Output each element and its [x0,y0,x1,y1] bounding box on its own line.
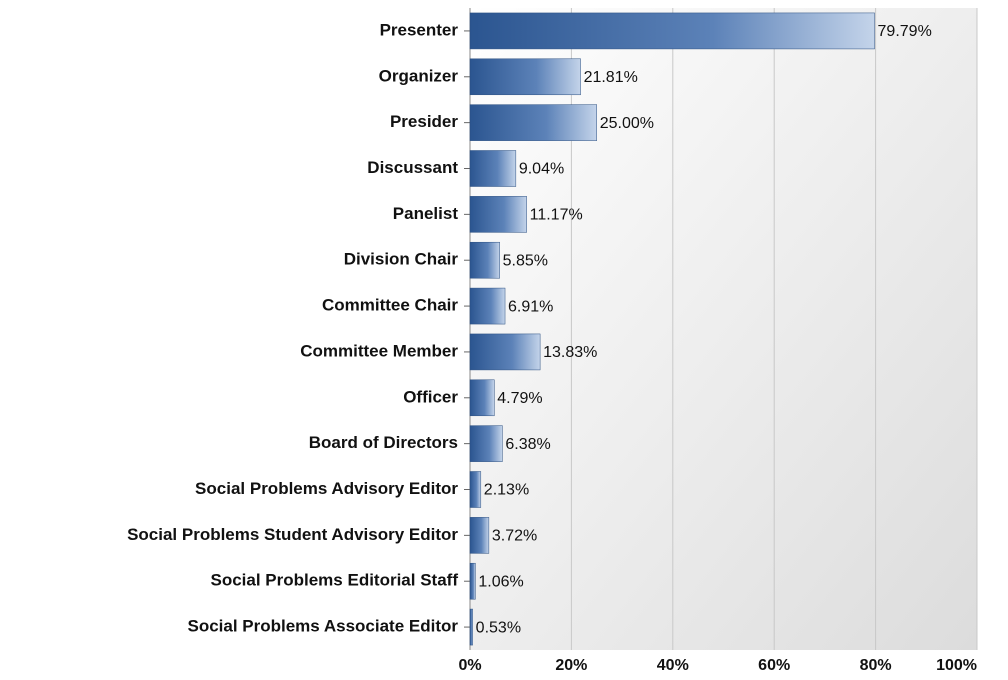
y-tick-label: Presider [390,112,458,131]
y-tick-label: Committee Chair [322,296,458,315]
x-tick-label: 0% [458,657,481,674]
value-label: 3.72% [492,528,537,545]
y-tick-label: Social Problems Editorial Staff [210,571,458,590]
bar [469,104,597,141]
bar [469,517,490,554]
bar [469,150,517,187]
x-tick-label: 40% [657,657,689,674]
x-tick-label: 80% [860,657,892,674]
y-tick-label: Committee Member [300,341,458,360]
bar [469,333,541,371]
plot-area [470,8,977,650]
y-tick-label: Social Problems Associate Editor [187,617,458,636]
y-tick-label: Presenter [380,20,459,39]
value-label: 13.83% [543,344,597,361]
value-label: 11.17% [530,207,583,224]
bar [469,287,506,325]
bar [469,425,503,462]
y-tick-label: Organizer [379,66,459,85]
x-tick-label: 60% [758,657,790,674]
y-tick-label: Social Problems Advisory Editor [195,479,458,498]
value-label: 79.79% [878,23,932,40]
value-label: 25.00% [600,115,654,132]
value-label: 1.06% [478,573,523,590]
x-tick-label: 20% [555,657,587,674]
bar [469,58,581,96]
y-tick-label: Discussant [367,158,458,177]
x-tick-label: 100% [936,657,977,674]
bar [469,241,500,279]
value-label: 6.38% [505,436,550,453]
bar [469,471,482,508]
bar [469,608,473,646]
value-label: 2.13% [484,482,529,499]
y-tick-label: Division Chair [344,250,459,269]
bar [469,379,495,417]
value-label: 4.79% [497,390,542,407]
bar [469,196,527,233]
bar [469,12,875,50]
y-tick-label: Officer [403,387,458,406]
y-tick-label: Panelist [393,204,459,223]
y-tick-label: Board of Directors [309,433,458,452]
y-tick-label: Social Problems Student Advisory Editor [127,525,458,544]
value-label: 5.85% [503,252,548,269]
value-label: 9.04% [519,161,564,178]
value-label: 0.53% [476,619,521,636]
value-label: 21.81% [584,69,638,86]
bar [469,562,476,600]
value-label: 6.91% [508,298,553,315]
